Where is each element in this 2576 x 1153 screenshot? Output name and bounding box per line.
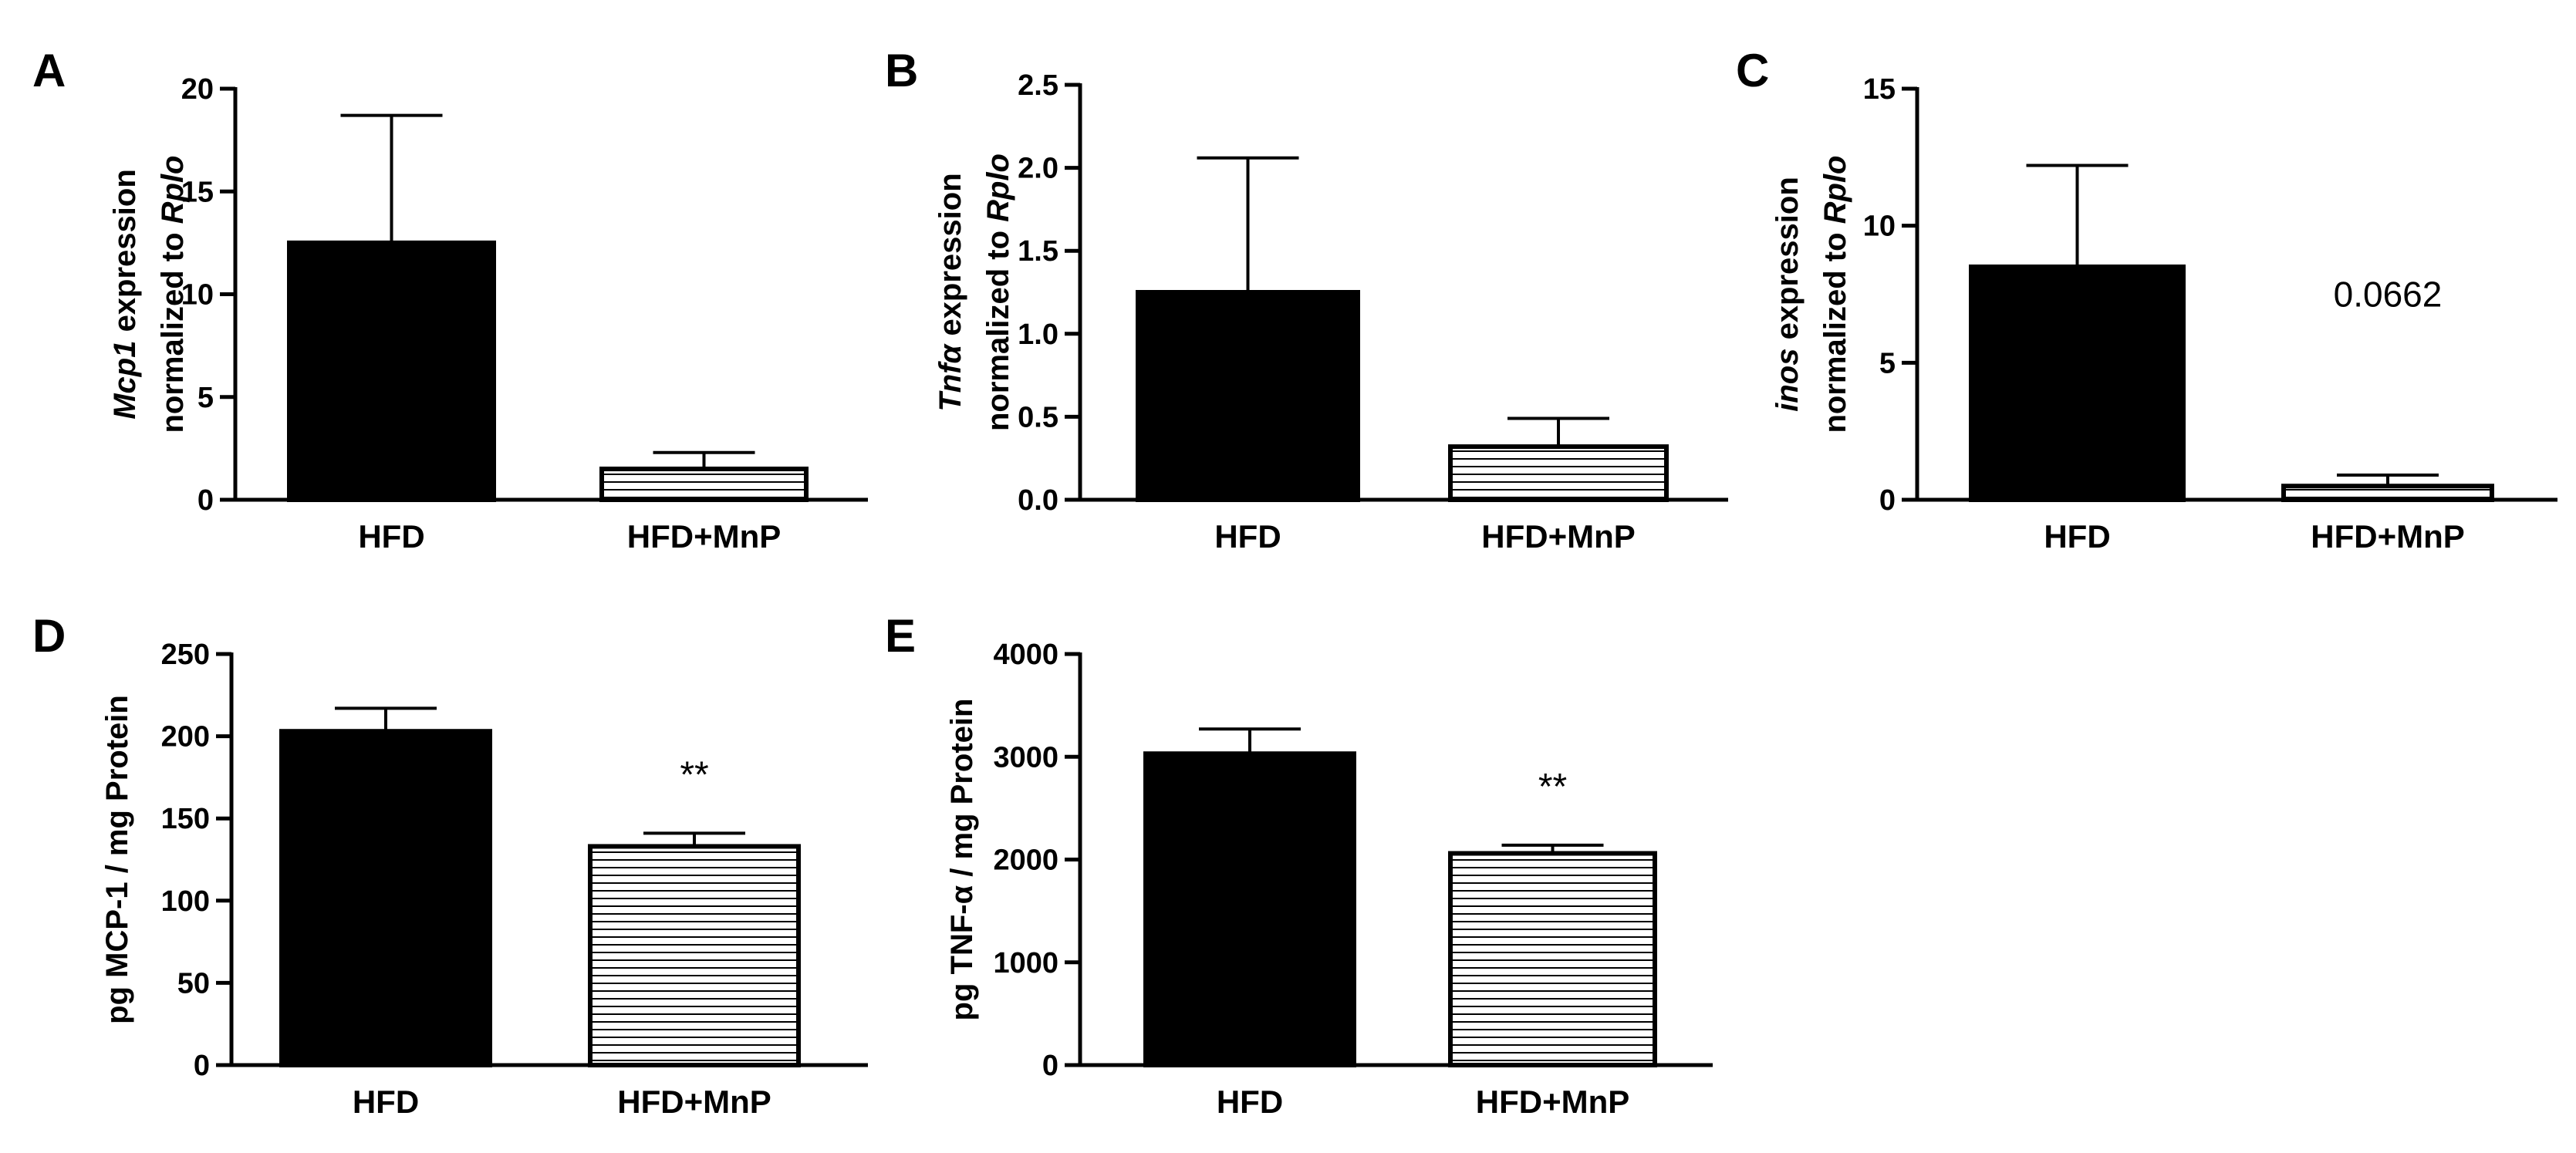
y-tick-label: 250 xyxy=(161,639,210,671)
y-tick-label: 0 xyxy=(194,1050,210,1082)
y-axis-label: pg TNF-α / mg Protein xyxy=(945,699,979,1021)
y-tick-label: 200 xyxy=(161,721,210,753)
significance-stars: ** xyxy=(1538,767,1567,807)
category-label: HFD xyxy=(353,1084,419,1120)
y-axis-label-segment: Tnfα xyxy=(934,342,967,411)
y-axis-label: normalized to Rplo xyxy=(156,155,190,433)
panel-a: A 0 5 10 15 20 HFD HFD+MnP Mcp1 expression normal… xyxy=(32,45,868,555)
y-tick-label: 0 xyxy=(198,484,214,517)
y-tick-label: 2.0 xyxy=(1018,153,1058,185)
y-tick-label: 0 xyxy=(1042,1050,1058,1082)
panel-c: C 0 5 10 15 HFD HFD+MnP 0.0662 inos expression no… xyxy=(1736,45,2557,555)
bar-hfd xyxy=(1136,290,1360,502)
y-tick-label: 0 xyxy=(1879,484,1896,517)
panel-letter: B xyxy=(885,45,918,96)
y-tick-label: 1000 xyxy=(993,947,1058,979)
y-axis-label-segment: Rplo xyxy=(1818,155,1852,224)
y-tick-label: 1.5 xyxy=(1018,235,1058,268)
y-tick-label: 15 xyxy=(1863,73,1896,106)
bar-hfd xyxy=(1969,264,2186,502)
y-tick-label: 50 xyxy=(177,967,210,1000)
p-value-label: 0.0662 xyxy=(2334,274,2443,314)
y-tick-label: 10 xyxy=(1863,211,1896,243)
category-label: HFD+MnP xyxy=(617,1084,771,1120)
y-axis-label-segment: normalized to xyxy=(981,222,1015,431)
bar-hfd-mnp xyxy=(1448,444,1669,502)
y-axis-label-segment: normalized to xyxy=(156,224,190,433)
y-axis-label: normalized to Rplo xyxy=(1818,155,1852,433)
category-label: HFD xyxy=(358,518,424,555)
y-axis-label: normalized to Rplo xyxy=(981,153,1015,431)
y-tick-label: 10 xyxy=(181,279,214,312)
y-axis-label: Tnfα expression xyxy=(934,173,967,411)
y-axis-label: pg MCP-1 / mg Protein xyxy=(100,695,134,1024)
y-axis-label-segment: Mcp1 xyxy=(108,341,142,420)
y-tick-label: 15 xyxy=(181,176,214,208)
panel-e: E 0 1000 2000 3000 4000 HFD HFD+MnP ** pg TNF-α /… xyxy=(885,610,1713,1120)
panel-letter: E xyxy=(885,610,916,662)
bar-hfd xyxy=(279,729,492,1067)
bar-hfd-mnp xyxy=(599,467,809,503)
y-axis-label-segment: inos xyxy=(1771,349,1805,412)
bar-hfd-mnp xyxy=(588,844,801,1067)
y-axis-label-segment: expression xyxy=(1771,177,1805,348)
y-axis-label-segment: Rplo xyxy=(156,155,190,224)
panel-letter: D xyxy=(32,610,66,662)
bar-hfd xyxy=(1143,751,1356,1067)
category-label: HFD xyxy=(1217,1084,1283,1120)
y-tick-label: 5 xyxy=(198,382,214,414)
bar-hfd-mnp xyxy=(2281,484,2494,503)
y-axis-label-segment: pg TNF-α / mg Protein xyxy=(945,699,979,1021)
y-axis-label-segment: Rplo xyxy=(981,153,1015,222)
y-tick-label: 1.0 xyxy=(1018,319,1058,351)
y-tick-label: 4000 xyxy=(993,639,1058,671)
panel-letter: A xyxy=(32,45,66,96)
y-tick-label: 2.5 xyxy=(1018,69,1058,102)
category-label: HFD+MnP xyxy=(1476,1084,1630,1120)
y-tick-label: 0.0 xyxy=(1018,484,1058,517)
category-label: HFD+MnP xyxy=(1481,518,1636,555)
y-tick-label: 150 xyxy=(161,803,210,835)
y-axis-label-segment: pg MCP-1 / mg Protein xyxy=(100,695,134,1024)
panel-letter: C xyxy=(1736,45,1769,96)
y-tick-label: 2000 xyxy=(993,845,1058,877)
y-axis-label: Mcp1 expression xyxy=(108,169,142,420)
category-label: HFD+MnP xyxy=(2311,518,2465,555)
y-axis-label-segment: normalized to xyxy=(1818,224,1852,433)
panel-b: B 0.0 0.5 1.0 1.5 2.0 2.5 HFD HFD+MnP Tnfα expres… xyxy=(885,45,1728,555)
category-label: HFD xyxy=(2044,518,2110,555)
category-label: HFD xyxy=(1214,518,1281,555)
y-tick-label: 3000 xyxy=(993,741,1058,774)
y-tick-label: 0.5 xyxy=(1018,401,1058,433)
y-axis-label-segment: expression xyxy=(108,169,142,340)
y-tick-label: 20 xyxy=(181,73,214,106)
bar-hfd-mnp xyxy=(1448,851,1657,1067)
bar-hfd xyxy=(287,240,496,502)
significance-stars: ** xyxy=(680,754,708,795)
y-tick-label: 5 xyxy=(1879,347,1896,379)
panel-d: D 0 50 100 150 200 250 HFD HFD+MnP ** pg MCP-1 / m… xyxy=(32,610,868,1120)
y-axis-label: inos expression xyxy=(1771,177,1805,412)
y-axis-label-segment: expression xyxy=(934,173,967,344)
y-tick-label: 100 xyxy=(161,885,210,918)
category-label: HFD+MnP xyxy=(627,518,782,555)
